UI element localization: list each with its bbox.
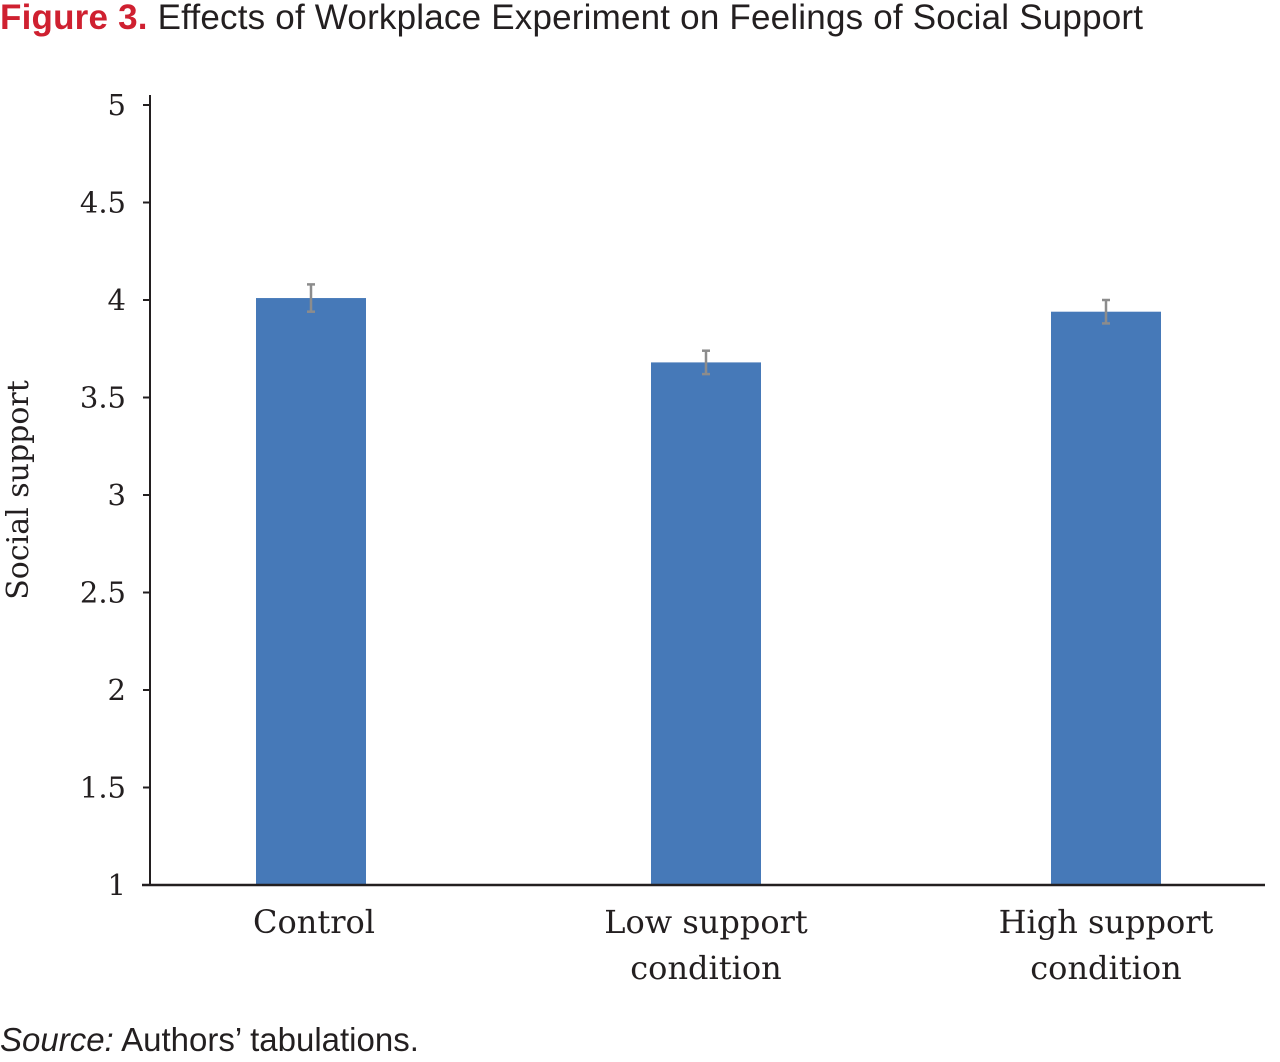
error-bar: [702, 349, 710, 376]
x-category-label: Control: [253, 903, 375, 941]
x-category-label-line: High support: [999, 903, 1214, 941]
x-category-label-line: Control: [253, 903, 375, 941]
figure-title: Figure 3. Effects of Workplace Experimen…: [0, 0, 1143, 40]
y-tick-label: 5: [108, 88, 126, 122]
x-category-label: High support condition: [999, 903, 1214, 987]
y-tick-label: 1.5: [80, 771, 126, 805]
y-tick-label: 1: [108, 868, 126, 902]
y-axis-title: Social support: [1, 380, 36, 600]
source-label: Source:: [0, 1021, 114, 1058]
x-category-label-line: Low support: [604, 903, 808, 941]
x-category-label: Low support condition: [604, 903, 808, 987]
y-tick-label: 4.5: [80, 186, 126, 220]
source-text: Authors’ tabulations.: [121, 1021, 419, 1058]
error-bar: [307, 283, 315, 313]
bar: [1051, 311, 1161, 885]
x-category-label-line: condition: [1030, 949, 1181, 987]
bars: [256, 298, 1161, 885]
y-tick-label: 2.5: [80, 576, 126, 610]
y-tick-label: 2: [108, 673, 126, 707]
figure-label: Figure 3.: [0, 0, 148, 37]
bar: [651, 362, 761, 885]
x-category-label-line: condition: [630, 949, 781, 987]
bar: [256, 298, 366, 885]
x-axis-category-labels: Control Low support condition High support c…: [253, 903, 1214, 987]
y-axis-ticks: 1 1.5 2 2.5 3 3.5 4 4.5 5: [80, 88, 150, 902]
figure-title-text: Effects of Workplace Experiment on Feeli…: [157, 0, 1144, 37]
source-note: Source: Authors’ tabulations.: [0, 1018, 419, 1062]
y-tick-label: 3.5: [80, 381, 126, 415]
y-tick-label: 3: [108, 478, 126, 512]
y-tick-label: 4: [108, 283, 126, 317]
error-bar: [1102, 298, 1110, 325]
error-bars: [307, 283, 1110, 376]
